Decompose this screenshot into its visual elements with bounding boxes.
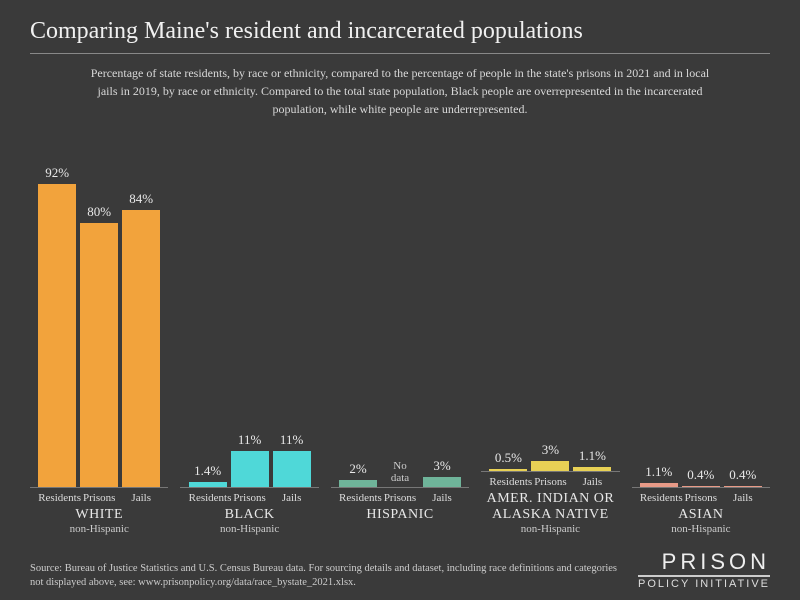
group: 0.5% 3% 1.1% Residents Prisons Jails AMER. IND…: [481, 132, 619, 535]
bars: 1.4% 11% 11%: [180, 148, 318, 488]
bar-column: 1.1%: [573, 132, 611, 471]
bar-column: 92%: [38, 148, 76, 487]
footer: Source: Bureau of Justice Statistics and…: [30, 551, 770, 590]
series-label: Jails: [724, 492, 762, 504]
bar-value-label: 1.1%: [645, 464, 672, 480]
bar-value-label: 0.4%: [687, 467, 714, 483]
bar: [80, 223, 118, 487]
bar-value-label: 0.5%: [495, 450, 522, 466]
bar: [489, 469, 527, 471]
series-label: Residents: [489, 476, 527, 488]
bar-column: 0.4%: [724, 148, 762, 487]
series-labels: Residents Prisons Jails: [331, 488, 469, 504]
series-label: Residents: [189, 492, 227, 504]
bar-column: 2%: [339, 148, 377, 487]
bars: 1.1% 0.4% 0.4%: [632, 148, 770, 488]
group-subtitle: non-Hispanic: [220, 523, 279, 535]
series-label: Jails: [122, 492, 160, 504]
series-label: Residents: [38, 492, 76, 504]
bar: [573, 467, 611, 471]
chart-container: Comparing Maine's resident and incarcera…: [0, 0, 800, 600]
chart-area: 92%80%84%ResidentsPrisonsJailsWHITEnon-H…: [30, 132, 770, 543]
chart-subtitle: Percentage of state residents, by race o…: [80, 64, 720, 118]
series-labels: Residents Prisons Jails: [180, 488, 318, 504]
series-label: Jails: [273, 492, 311, 504]
bar-value-label: 3%: [433, 458, 450, 474]
bar-value-label: 2%: [349, 461, 366, 477]
bar: [339, 480, 377, 487]
bar-value-label: 0.4%: [729, 467, 756, 483]
bar: [122, 210, 160, 487]
source-text: Source: Bureau of Justice Statistics and…: [30, 562, 618, 590]
bar-column: 1.4%: [189, 148, 227, 487]
bar-value-label: 84%: [129, 191, 153, 207]
bar-value-label: 92%: [45, 165, 69, 181]
logo-bottom: POLICY INITIATIVE: [638, 575, 770, 590]
bar: [640, 483, 678, 487]
series-label: Prisons: [531, 476, 569, 488]
bar-value-label: 1.4%: [194, 463, 221, 479]
bar-column: 11%: [231, 148, 269, 487]
bar: [423, 477, 461, 487]
logo: PRISON POLICY INITIATIVE: [638, 551, 770, 590]
series-label: Prisons: [381, 492, 419, 504]
series-label: Prisons: [231, 492, 269, 504]
bar-column: 80%: [80, 148, 118, 487]
group-subtitle: non-Hispanic: [70, 523, 129, 535]
bar: [531, 461, 569, 471]
logo-top: PRISON: [638, 551, 770, 573]
series-label: Prisons: [682, 492, 720, 504]
title-underline: [30, 53, 770, 54]
bar-column: 0.4%: [682, 148, 720, 487]
group-subtitle: [399, 523, 402, 535]
series-labels: Residents Prisons Jails: [481, 472, 619, 488]
bar: [273, 451, 311, 487]
bar: [682, 486, 720, 487]
group-name: HISPANIC: [366, 507, 433, 523]
bar: [189, 482, 227, 487]
bar-column: Nodata: [381, 148, 419, 487]
bars: 0.5% 3% 1.1%: [481, 132, 619, 472]
bar-value-label: 11%: [238, 432, 261, 448]
group-name: ASIAN: [678, 507, 723, 523]
bar: [231, 451, 269, 487]
bar-column: 11%: [273, 148, 311, 487]
bar-value-label: Nodata: [391, 460, 409, 484]
bar-column: 3%: [531, 132, 569, 471]
series-labels: Residents Prisons Jails: [632, 488, 770, 504]
chart-title: Comparing Maine's resident and incarcera…: [30, 18, 770, 45]
group-name: WHITE: [75, 507, 123, 523]
group-name: BLACK: [225, 507, 275, 523]
group: 1.4% 11% 11% Residents Prisons Jails BLACKnon-…: [180, 148, 318, 535]
series-label: Residents: [339, 492, 377, 504]
bar-column: 1.1%: [640, 148, 678, 487]
group: 92% 80% 84% Residents Prisons Jails WHITEnon-H…: [30, 148, 168, 535]
bar-value-label: 3%: [542, 442, 559, 458]
group: 1.1% 0.4% 0.4% Residents Prisons JailsASIANno…: [632, 148, 770, 535]
bar-column: 0.5%: [489, 132, 527, 471]
series-label: Residents: [640, 492, 678, 504]
series-labels: Residents Prisons Jails: [30, 488, 168, 504]
group: 2% Nodata 3% Residents Prisons Jails HISPANIC: [331, 148, 469, 535]
bar: [38, 184, 76, 487]
bars: 92% 80% 84%: [30, 148, 168, 488]
bar-column: 84%: [122, 148, 160, 487]
group-subtitle: non-Hispanic: [671, 523, 730, 535]
bar: [724, 486, 762, 487]
group-name: AMER. INDIAN OR ALASKA NATIVE: [481, 491, 619, 523]
bars: 2% Nodata 3%: [331, 148, 469, 488]
series-label: Jails: [423, 492, 461, 504]
bar-value-label: 80%: [87, 204, 111, 220]
series-label: Jails: [573, 476, 611, 488]
group-subtitle: non-Hispanic: [521, 523, 580, 535]
bar-value-label: 1.1%: [579, 448, 606, 464]
bar-column: 3%: [423, 148, 461, 487]
series-label: Prisons: [80, 492, 118, 504]
bar-value-label: 11%: [280, 432, 303, 448]
